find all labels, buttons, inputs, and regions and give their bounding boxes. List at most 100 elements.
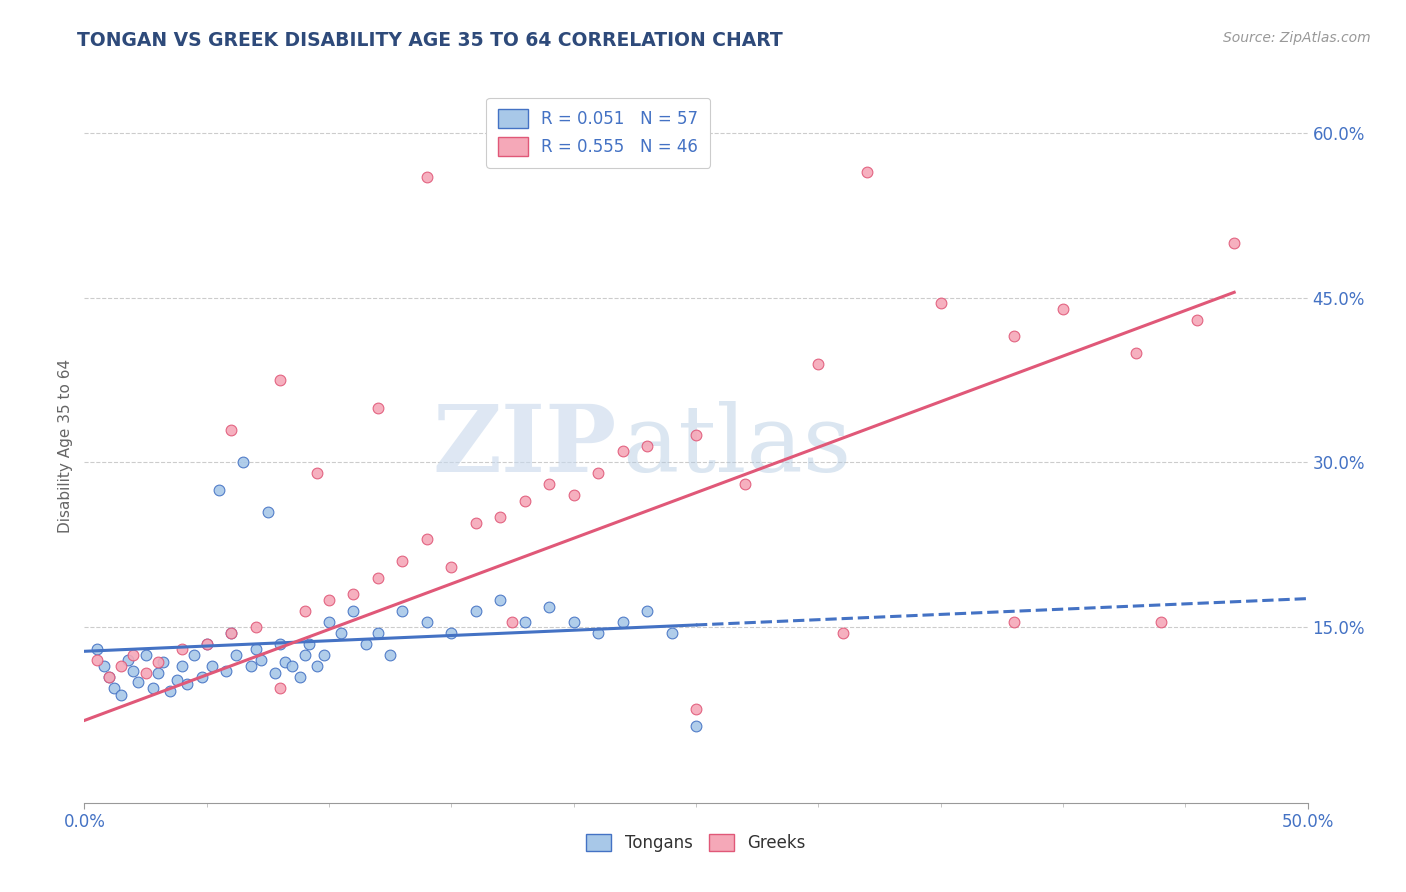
- Point: [612, 444, 634, 458]
- Point: [219, 625, 242, 640]
- Point: [298, 637, 321, 651]
- Point: [367, 401, 389, 415]
- Text: Source: ZipAtlas.com: Source: ZipAtlas.com: [1223, 31, 1371, 45]
- Point: [538, 477, 561, 491]
- Point: [264, 666, 287, 681]
- Text: TONGAN VS GREEK DISABILITY AGE 35 TO 64 CORRELATION CHART: TONGAN VS GREEK DISABILITY AGE 35 TO 64 …: [77, 31, 783, 50]
- Point: [1223, 235, 1246, 250]
- Point: [562, 615, 585, 629]
- Point: [146, 655, 169, 669]
- Point: [294, 648, 316, 662]
- Point: [176, 677, 198, 691]
- Point: [110, 658, 132, 673]
- Point: [232, 455, 254, 469]
- Point: [1187, 312, 1209, 326]
- Point: [636, 439, 658, 453]
- Point: [354, 637, 377, 651]
- Point: [159, 683, 181, 698]
- Legend: Tongans, Greeks: Tongans, Greeks: [579, 827, 813, 859]
- Point: [97, 669, 120, 683]
- Text: atlas: atlas: [623, 401, 852, 491]
- Point: [110, 688, 132, 702]
- Point: [305, 467, 328, 481]
- Point: [685, 719, 707, 733]
- Point: [122, 664, 145, 678]
- Point: [1002, 615, 1025, 629]
- Point: [191, 669, 214, 683]
- Point: [127, 675, 149, 690]
- Point: [807, 357, 830, 371]
- Point: [538, 600, 561, 615]
- Point: [464, 604, 486, 618]
- Point: [586, 467, 609, 481]
- Point: [245, 620, 267, 634]
- Point: [239, 658, 262, 673]
- Point: [172, 658, 194, 673]
- Point: [195, 637, 218, 651]
- Point: [502, 615, 524, 629]
- Point: [1125, 345, 1147, 359]
- Point: [257, 505, 280, 519]
- Point: [86, 642, 108, 657]
- Point: [831, 625, 853, 640]
- Point: [330, 625, 353, 640]
- Point: [208, 483, 231, 497]
- Point: [342, 587, 364, 601]
- Point: [305, 658, 328, 673]
- Point: [172, 642, 194, 657]
- Point: [135, 666, 157, 681]
- Point: [117, 653, 139, 667]
- Point: [367, 571, 389, 585]
- Point: [215, 664, 238, 678]
- Point: [86, 653, 108, 667]
- Point: [440, 559, 463, 574]
- Point: [416, 169, 439, 184]
- Point: [391, 554, 413, 568]
- Point: [219, 625, 242, 640]
- Point: [342, 604, 364, 618]
- Point: [245, 642, 267, 657]
- Point: [318, 592, 340, 607]
- Point: [856, 164, 879, 178]
- Point: [416, 615, 439, 629]
- Y-axis label: Disability Age 35 to 64: Disability Age 35 to 64: [58, 359, 73, 533]
- Point: [183, 648, 205, 662]
- Point: [416, 533, 439, 547]
- Point: [269, 637, 291, 651]
- Point: [612, 615, 634, 629]
- Point: [249, 653, 271, 667]
- Point: [391, 604, 413, 618]
- Point: [734, 477, 756, 491]
- Point: [318, 615, 340, 629]
- Point: [380, 648, 402, 662]
- Point: [586, 625, 609, 640]
- Point: [367, 625, 389, 640]
- Point: [314, 648, 336, 662]
- Point: [464, 516, 486, 530]
- Point: [135, 648, 157, 662]
- Point: [1052, 301, 1074, 316]
- Point: [562, 488, 585, 502]
- Point: [636, 604, 658, 618]
- Point: [152, 655, 174, 669]
- Point: [93, 658, 115, 673]
- Point: [513, 494, 536, 508]
- Point: [274, 655, 297, 669]
- Point: [269, 681, 291, 695]
- Point: [103, 681, 125, 695]
- Point: [166, 673, 188, 687]
- Point: [294, 604, 316, 618]
- Point: [440, 625, 463, 640]
- Point: [219, 423, 242, 437]
- Point: [685, 702, 707, 716]
- Point: [142, 681, 165, 695]
- Point: [1150, 615, 1173, 629]
- Point: [661, 625, 683, 640]
- Point: [97, 669, 120, 683]
- Point: [122, 648, 145, 662]
- Point: [225, 648, 247, 662]
- Point: [929, 296, 952, 310]
- Point: [489, 510, 512, 524]
- Point: [146, 666, 169, 681]
- Point: [269, 373, 291, 387]
